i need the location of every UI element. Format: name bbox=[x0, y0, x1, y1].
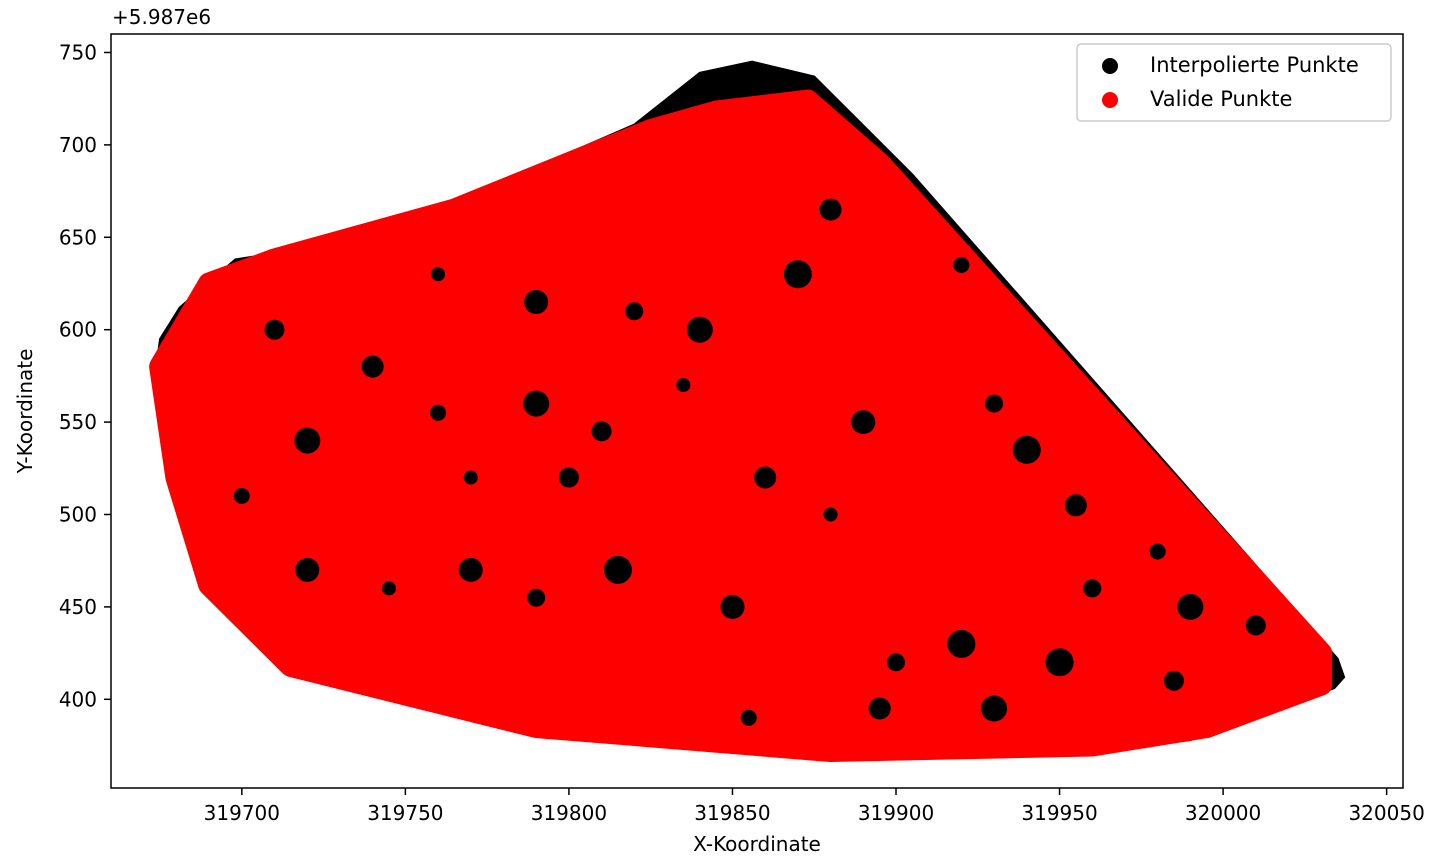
gap-point bbox=[463, 470, 478, 485]
y-tick-label: 600 bbox=[59, 318, 97, 342]
gap-point bbox=[295, 557, 320, 582]
gap-point bbox=[604, 555, 632, 584]
gap-point bbox=[625, 302, 644, 321]
x-tick-label: 319950 bbox=[1021, 801, 1097, 825]
gap-point bbox=[264, 319, 285, 340]
x-tick-label: 319850 bbox=[694, 801, 770, 825]
y-tick-label: 550 bbox=[59, 410, 97, 434]
plot-frame bbox=[110, 33, 1404, 789]
gap-point bbox=[1164, 670, 1184, 691]
y-tick-label: 450 bbox=[59, 595, 97, 619]
plot-layer bbox=[149, 60, 1346, 762]
y-axis: 400 450 500 550 600 650 700 750 bbox=[59, 40, 111, 711]
gap-point bbox=[720, 594, 745, 619]
legend-box bbox=[1076, 43, 1392, 122]
valid-points-fill bbox=[149, 89, 1333, 762]
gap-point bbox=[1083, 579, 1102, 598]
y-offset-label: +5.987e6 bbox=[112, 5, 211, 29]
gap-point bbox=[1245, 615, 1266, 636]
gap-point bbox=[953, 257, 970, 273]
y-tick-label: 650 bbox=[59, 225, 97, 249]
gap-point bbox=[523, 390, 550, 417]
gap-point bbox=[981, 695, 1008, 722]
y-tick-label: 400 bbox=[59, 687, 97, 711]
x-tick-label: 320050 bbox=[1348, 801, 1424, 825]
gap-point bbox=[676, 378, 691, 393]
gap-point bbox=[947, 629, 976, 658]
gap-point bbox=[1012, 435, 1041, 464]
gap-point bbox=[382, 581, 396, 596]
x-tick-label: 319900 bbox=[858, 801, 934, 825]
y-tick-label: 500 bbox=[59, 502, 97, 526]
gap-point bbox=[361, 355, 384, 378]
x-tick-label: 319700 bbox=[204, 801, 280, 825]
legend-marker-interpolierte-punkte bbox=[1102, 58, 1118, 74]
valid-points-gaps bbox=[233, 198, 1266, 726]
x-tick-label: 320000 bbox=[1185, 801, 1261, 825]
gap-point bbox=[823, 507, 838, 522]
gap-point bbox=[294, 427, 321, 454]
gap-point bbox=[740, 709, 757, 726]
gap-point bbox=[1149, 543, 1166, 560]
gap-point bbox=[1064, 494, 1087, 517]
gap-point bbox=[686, 316, 713, 343]
gap-point bbox=[1045, 648, 1074, 677]
y-tick-label: 750 bbox=[59, 40, 97, 64]
legend-label-valide-punkte: Valide Punkte bbox=[1150, 87, 1292, 111]
gap-point bbox=[783, 260, 812, 289]
gap-point bbox=[887, 653, 905, 672]
legend-label-interpolierte-punkte: Interpolierte Punkte bbox=[1150, 53, 1359, 77]
legend-marker-valide-punkte bbox=[1102, 92, 1118, 108]
gap-point bbox=[233, 488, 250, 504]
gap-point bbox=[591, 421, 612, 442]
gap-point bbox=[558, 467, 579, 488]
x-tick-label: 319750 bbox=[367, 801, 443, 825]
x-axis: 319700 319750 319800 319850 319900 319950 3200… bbox=[204, 788, 1425, 825]
y-axis-label: Y-Koordinate bbox=[13, 349, 37, 475]
gap-point bbox=[754, 466, 777, 489]
gap-point bbox=[985, 394, 1004, 413]
gap-point bbox=[527, 588, 546, 607]
gap-point bbox=[458, 557, 483, 582]
valid-points-region bbox=[149, 89, 1333, 762]
x-axis-label: X-Koordinate bbox=[693, 832, 821, 856]
gap-point bbox=[1177, 593, 1204, 620]
gap-point bbox=[431, 267, 446, 282]
y-tick-label: 700 bbox=[59, 133, 97, 157]
x-tick-label: 319800 bbox=[531, 801, 607, 825]
gap-point bbox=[430, 404, 447, 421]
gap-point bbox=[868, 697, 891, 720]
gap-point bbox=[524, 290, 549, 314]
gap-point bbox=[851, 410, 876, 435]
gap-point bbox=[819, 198, 842, 221]
legend: Interpolierte Punkte Valide Punkte bbox=[1076, 43, 1392, 122]
